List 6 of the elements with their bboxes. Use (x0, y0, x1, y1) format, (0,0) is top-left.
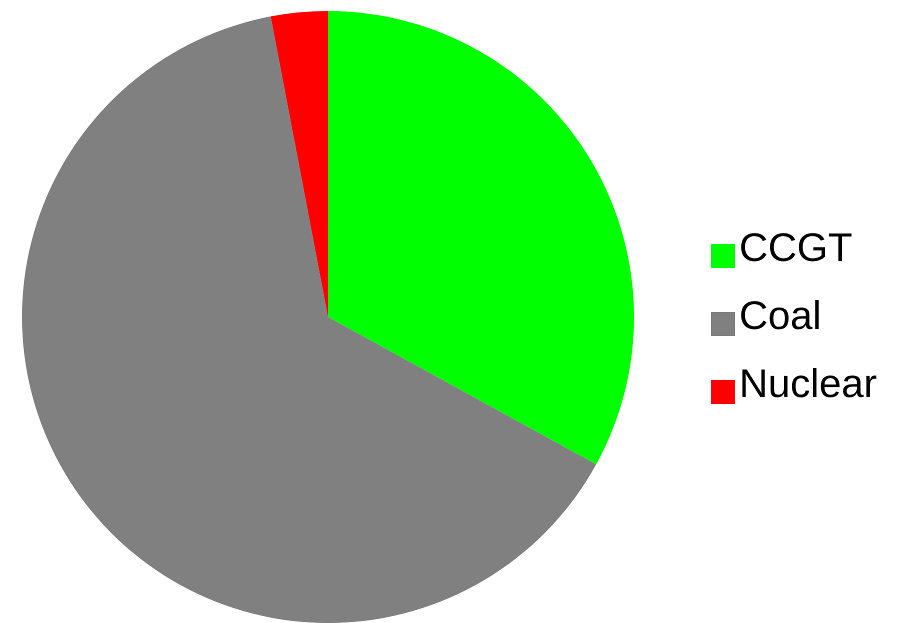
pie-slice (270, 11, 328, 317)
legend-label: Nuclear (739, 362, 877, 406)
pie-slice (22, 16, 596, 623)
legend-label: CCGT (739, 226, 852, 270)
legend-label: Coal (739, 294, 822, 338)
pie-slice (328, 11, 634, 464)
